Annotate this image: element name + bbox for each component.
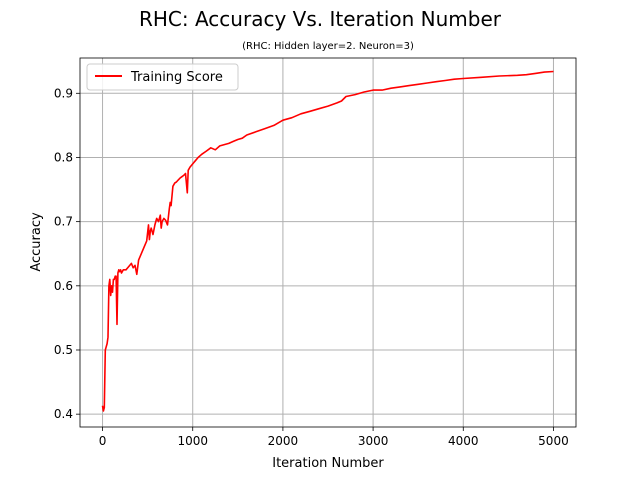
x-tick-label: 0: [99, 434, 107, 448]
legend-box: [86, 63, 239, 91]
y-tick-label: 0.5: [54, 343, 73, 357]
plot-frame: [79, 57, 577, 428]
chart-title: RHC: Accuracy Vs. Iteration Number: [139, 7, 502, 31]
x-tick-label: 1000: [177, 434, 208, 448]
x-tick-label: 2000: [268, 434, 299, 448]
x-tick-label: 3000: [358, 434, 389, 448]
y-tick-label: 0.7: [54, 215, 73, 229]
y-tick-label: 0.8: [54, 150, 73, 164]
grid-lines: [80, 58, 576, 427]
x-axis-label: Iteration Number: [272, 456, 384, 471]
x-tick-label: 4000: [448, 434, 479, 448]
series-layer: [101, 70, 554, 412]
chart-subtitle: (RHC: Hidden layer=2. Neuron=3): [242, 41, 414, 52]
y-tick-label: 0.4: [54, 407, 73, 421]
legend-label-training-score: Training Score: [130, 70, 223, 85]
y-tick-label: 0.6: [54, 279, 73, 293]
y-tick-label: 0.9: [54, 86, 73, 100]
axis-ticks: 0 1000 2000 3000 4000 5000 0.4 0.5 0.6 0.7 0.8 0.9: [54, 86, 569, 448]
legend: Training Score: [86, 63, 239, 91]
x-tick-label: 5000: [538, 434, 569, 448]
series-line-training-score: [101, 70, 554, 412]
y-axis-label: Accuracy: [29, 212, 44, 272]
